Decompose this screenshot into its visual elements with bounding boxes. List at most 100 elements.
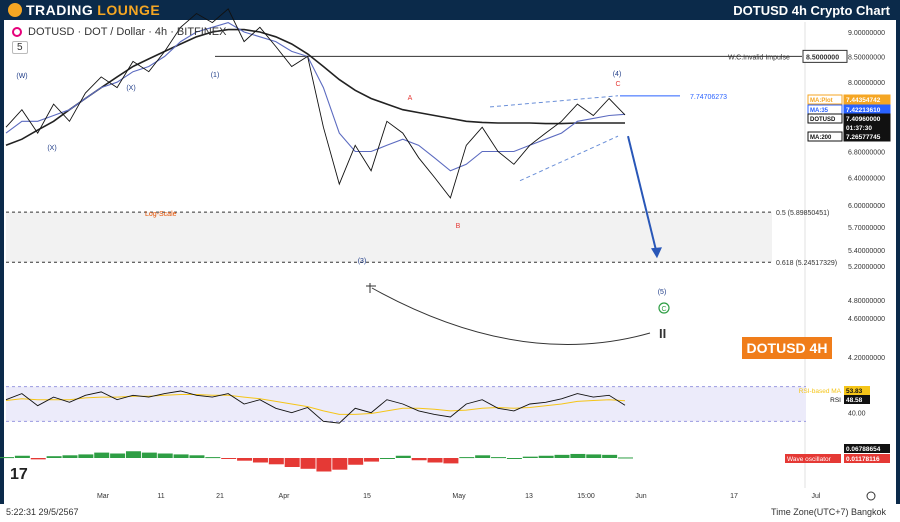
x-tick-label: May [452, 493, 466, 500]
y-tick-label: 4.20000000 [848, 355, 885, 362]
oscillator-bar [157, 453, 173, 458]
wave-c-circle [658, 302, 670, 314]
price-tag-value: 7.44354742 [846, 97, 881, 104]
price-line [5, 8, 626, 199]
chart-area[interactable] [4, 20, 896, 512]
price-tag-value-box [843, 131, 891, 142]
oscillator-bar [78, 454, 94, 458]
x-tick-label: Jun [635, 493, 646, 500]
rsi-tag-value: 48.58 [846, 397, 863, 404]
price-tag-value: 7.42213610 [846, 107, 881, 114]
rsi-tag-value: 53.83 [846, 388, 863, 395]
wave-label: (5) [658, 289, 667, 296]
oscillator-bar [284, 458, 300, 467]
oscillator-bar [173, 454, 189, 458]
price-tag-label: MA:200 [810, 135, 832, 141]
rsi-line [5, 390, 626, 424]
log-scale-label: Log-Scale [145, 211, 177, 218]
fib-05-label: 0.5 (5.89850451) [776, 210, 829, 217]
y-tick-label: 5.70000000 [848, 225, 885, 232]
oscillator-bar [268, 458, 284, 465]
price-tag-label: DOTUSD [810, 117, 836, 123]
oscillator-bar [602, 454, 618, 458]
oscillator-bar [395, 455, 411, 458]
rsi-tick-label: 40.00 [848, 411, 866, 418]
osc-tag-label-box [785, 454, 841, 463]
oscillator-bar [522, 456, 538, 458]
wave-label: (X) [47, 145, 56, 152]
oscillator-bar [570, 453, 586, 458]
oscillator-bar [141, 452, 157, 458]
oscillator-bar [125, 451, 141, 458]
osc-tag-value: 0.01178116 [846, 456, 880, 463]
oscillator-bar [411, 458, 427, 461]
oscillator-bar [46, 456, 62, 458]
oscillator-bar [475, 455, 491, 458]
oscillator-bar [237, 458, 253, 461]
ma200-line [5, 28, 625, 147]
oscillator-bar [459, 457, 475, 459]
curved-arrow [371, 287, 651, 345]
oscillator-bar [189, 455, 205, 458]
lounge-logo-icon [8, 3, 22, 17]
invalid-value-tag [802, 49, 848, 63]
symbol-header[interactable]: DOTUSD · DOT / Dollar · 4h · BITFINEX [12, 26, 226, 38]
timezone[interactable]: Time Zone(UTC+7) Bangkok [771, 507, 886, 517]
x-tick-label: 13 [525, 493, 533, 500]
price-tag-label: MA:35 [810, 108, 829, 114]
price-tag-label: MA:Plot [810, 98, 833, 104]
zoom-box[interactable]: 5 [12, 41, 28, 54]
y-tick-label: 6.80000000 [848, 150, 885, 157]
oscillator-bar [300, 458, 316, 469]
oscillator-bar [379, 458, 395, 459]
oscillator-bar [538, 455, 554, 458]
y-tick-label: 6.00000000 [848, 203, 885, 210]
y-tick-label: 5.40000000 [848, 248, 885, 255]
brand-logo: TRADING LOUNGE [8, 2, 160, 18]
x-tick-label: Mar [97, 493, 110, 500]
y-tick-label: 5.20000000 [848, 264, 885, 271]
x-tick-label: Jul [812, 493, 821, 500]
y-tick-label: 8.00000000 [848, 80, 885, 87]
symbol-text: DOTUSD · DOT / Dollar · 4h · BITFINEX [28, 26, 227, 38]
osc-tag-value: 0.06788654 [846, 446, 881, 453]
timestamp: 5:22:31 29/5/2567 [6, 507, 79, 517]
oscillator-bar [554, 454, 570, 458]
brand-trading: TRADING [26, 2, 94, 18]
rsi-tag-label: RSI-based MA [799, 388, 842, 395]
y-tick-label: 9.00000000 [848, 30, 885, 37]
oscillator-bar [30, 458, 46, 460]
oscillator-bar [94, 452, 110, 458]
oscillator-bar [618, 457, 633, 459]
oscillator-bar [221, 458, 237, 459]
fib-zone [6, 212, 772, 263]
wave-label: (3) [358, 258, 367, 265]
header-bar: TRADING LOUNGE DOTUSD 4h Crypto Chart [0, 0, 900, 20]
timeframe-badge: DOTUSD 4H [742, 337, 832, 359]
oscillator-bar [205, 457, 221, 459]
rsi-band [6, 386, 806, 422]
oscillator-bar [110, 453, 126, 458]
price-tag-value: 01:37:30 [846, 125, 872, 132]
y-tick-label: 4.80000000 [848, 298, 885, 305]
invalid-impulse-label: W.C.Invalid Impulse [728, 54, 790, 61]
price-tag-label-box [807, 113, 843, 124]
wave-label: B [456, 223, 461, 230]
curved-arrow-head [366, 283, 376, 293]
oscillator-bar [364, 458, 380, 462]
projection-arrow-head [651, 247, 662, 259]
x-tick-label: 15:00 [577, 493, 595, 500]
triangle-lower-bound [519, 135, 619, 182]
oscillator-bar [491, 457, 507, 459]
x-tick-label: 11 [157, 493, 164, 500]
invalid-value-text: 8.5000000 [806, 54, 839, 61]
price-tag-label-box [807, 131, 843, 142]
oscillator-bar [62, 455, 78, 458]
oscillator-bar [252, 458, 268, 463]
pause-icon[interactable]: II [659, 326, 667, 341]
price-tag-label-box [807, 94, 843, 105]
triangle-top-label: 7.74706273 [690, 94, 727, 101]
osc-tag-label: Wave oscillator [787, 456, 832, 463]
